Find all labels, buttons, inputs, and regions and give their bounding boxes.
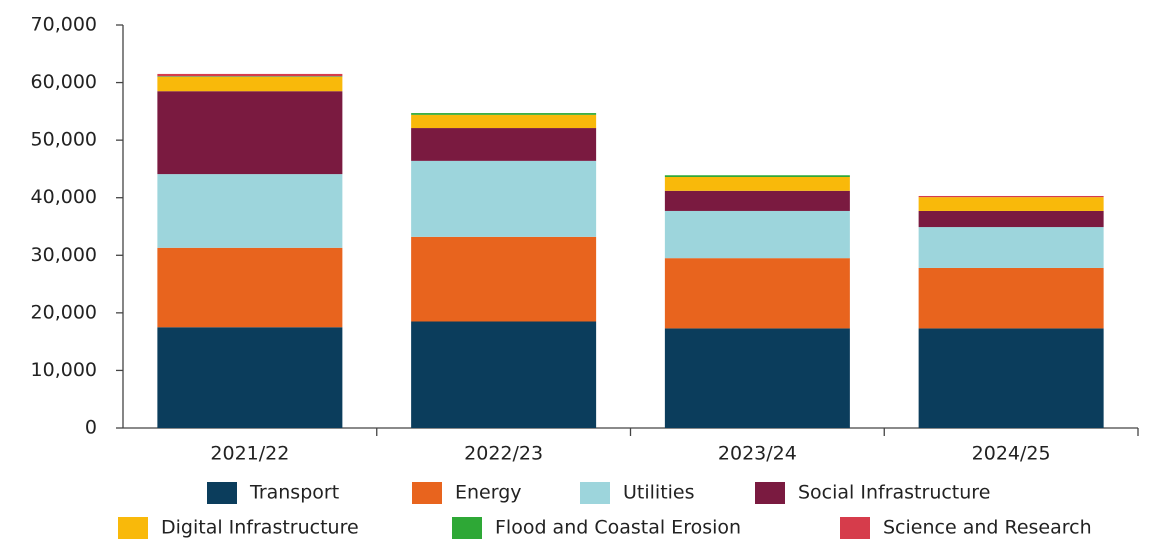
x-tick-label: 2022/23 — [464, 443, 543, 465]
y-tick-label: 0 — [85, 417, 97, 439]
legend-swatch — [840, 517, 870, 539]
bar-segment — [918, 197, 1104, 211]
legend-label: Transport — [249, 482, 339, 504]
bar-segment — [664, 176, 850, 191]
y-tick-label: 50,000 — [31, 129, 97, 151]
bar-segment — [918, 267, 1104, 329]
bar-segment — [411, 321, 597, 428]
bar-segment — [664, 258, 850, 329]
y-tick-label: 20,000 — [31, 301, 97, 323]
legend-label: Science and Research — [883, 517, 1092, 539]
bar-segment — [664, 190, 850, 211]
legend-swatch — [207, 482, 237, 504]
y-tick-label: 30,000 — [31, 244, 97, 266]
bar-segment — [664, 210, 850, 259]
bar-segment — [664, 175, 850, 177]
legend-label: Social Infrastructure — [798, 482, 990, 504]
bar-segment — [411, 128, 597, 161]
bar-segment — [918, 328, 1104, 428]
bar-segment — [411, 236, 597, 322]
x-tick-label: 2021/22 — [210, 443, 289, 465]
bar-segment — [411, 113, 597, 115]
legend-swatch — [755, 482, 785, 504]
legend-swatch — [452, 517, 482, 539]
bar-segment — [918, 227, 1104, 268]
bar-segment — [157, 247, 343, 328]
legend-label: Digital Infrastructure — [161, 517, 359, 539]
legend-swatch — [118, 517, 148, 539]
legend-label: Energy — [455, 482, 522, 504]
bar-segment — [918, 195, 1104, 198]
legend-label: Utilities — [623, 482, 695, 504]
bar-segment — [411, 160, 597, 237]
bar-segment — [157, 327, 343, 428]
y-tick-label: 60,000 — [31, 71, 97, 93]
bar-segment — [157, 76, 343, 77]
y-tick-label: 10,000 — [31, 359, 97, 381]
bar-segment — [918, 210, 1104, 228]
bar-segment — [157, 91, 343, 175]
bar-segment — [411, 114, 597, 129]
bar-segment — [157, 76, 343, 92]
bar-segment — [157, 174, 343, 248]
bar-segment — [157, 73, 343, 77]
bar-segment — [664, 328, 850, 428]
y-tick-label: 40,000 — [31, 186, 97, 208]
y-tick-label: 70,000 — [31, 14, 97, 36]
x-tick-label: 2024/25 — [972, 443, 1051, 465]
legend-label: Flood and Coastal Erosion — [495, 517, 741, 539]
legend-swatch — [412, 482, 442, 504]
legend-swatch — [580, 482, 610, 504]
x-tick-label: 2023/24 — [718, 443, 797, 465]
